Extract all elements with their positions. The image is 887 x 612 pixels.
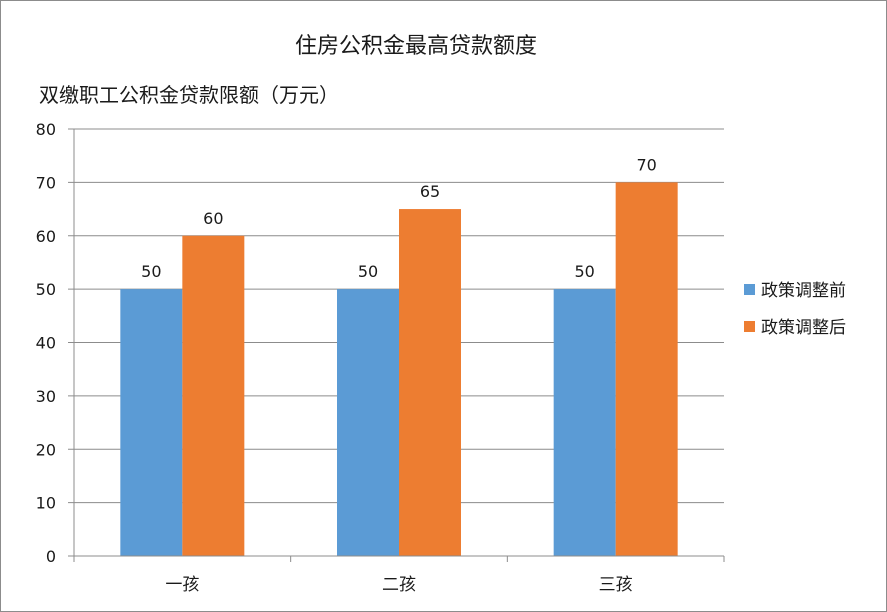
bar	[120, 289, 183, 556]
bar	[337, 289, 399, 556]
x-axis: 一孩 二孩 三孩	[73, 555, 725, 595]
legend-label: 政策调整前	[761, 281, 846, 301]
y-tick-label: 30	[36, 387, 56, 406]
data-labels: 50 60 50 65 50 70	[141, 155, 657, 281]
y-tick-label: 50	[36, 280, 56, 299]
y-tick-label: 80	[36, 120, 56, 139]
data-label: 60	[203, 209, 223, 228]
bar	[182, 235, 245, 556]
data-label: 70	[636, 155, 656, 174]
legend-swatch	[744, 321, 755, 332]
data-label: 50	[141, 262, 161, 281]
bar	[553, 289, 616, 556]
y-tick-label: 20	[36, 440, 56, 459]
y-axis-title: 双缴职工公积金贷款限额（万元）	[39, 83, 339, 107]
x-tick-label: 二孩	[382, 575, 416, 595]
bars	[120, 182, 678, 556]
y-tick-label: 60	[36, 227, 56, 246]
x-tick-label: 三孩	[599, 575, 633, 595]
y-tick-label: 40	[36, 334, 56, 353]
y-tick-label: 70	[36, 173, 56, 192]
legend-label: 政策调整后	[761, 318, 846, 338]
chart-title: 住房公积金最高贷款额度	[295, 34, 537, 59]
data-label: 50	[358, 262, 378, 281]
data-label: 65	[420, 182, 440, 201]
y-axis-ticks: 0 10 20 30 40 50 60 70 80	[36, 120, 75, 566]
y-tick-label: 0	[46, 547, 56, 566]
bar	[399, 209, 461, 556]
y-tick-label: 10	[36, 494, 56, 513]
x-tick-label: 一孩	[165, 575, 199, 595]
legend-swatch	[744, 284, 755, 295]
bar	[615, 182, 678, 556]
data-label: 50	[574, 262, 594, 281]
